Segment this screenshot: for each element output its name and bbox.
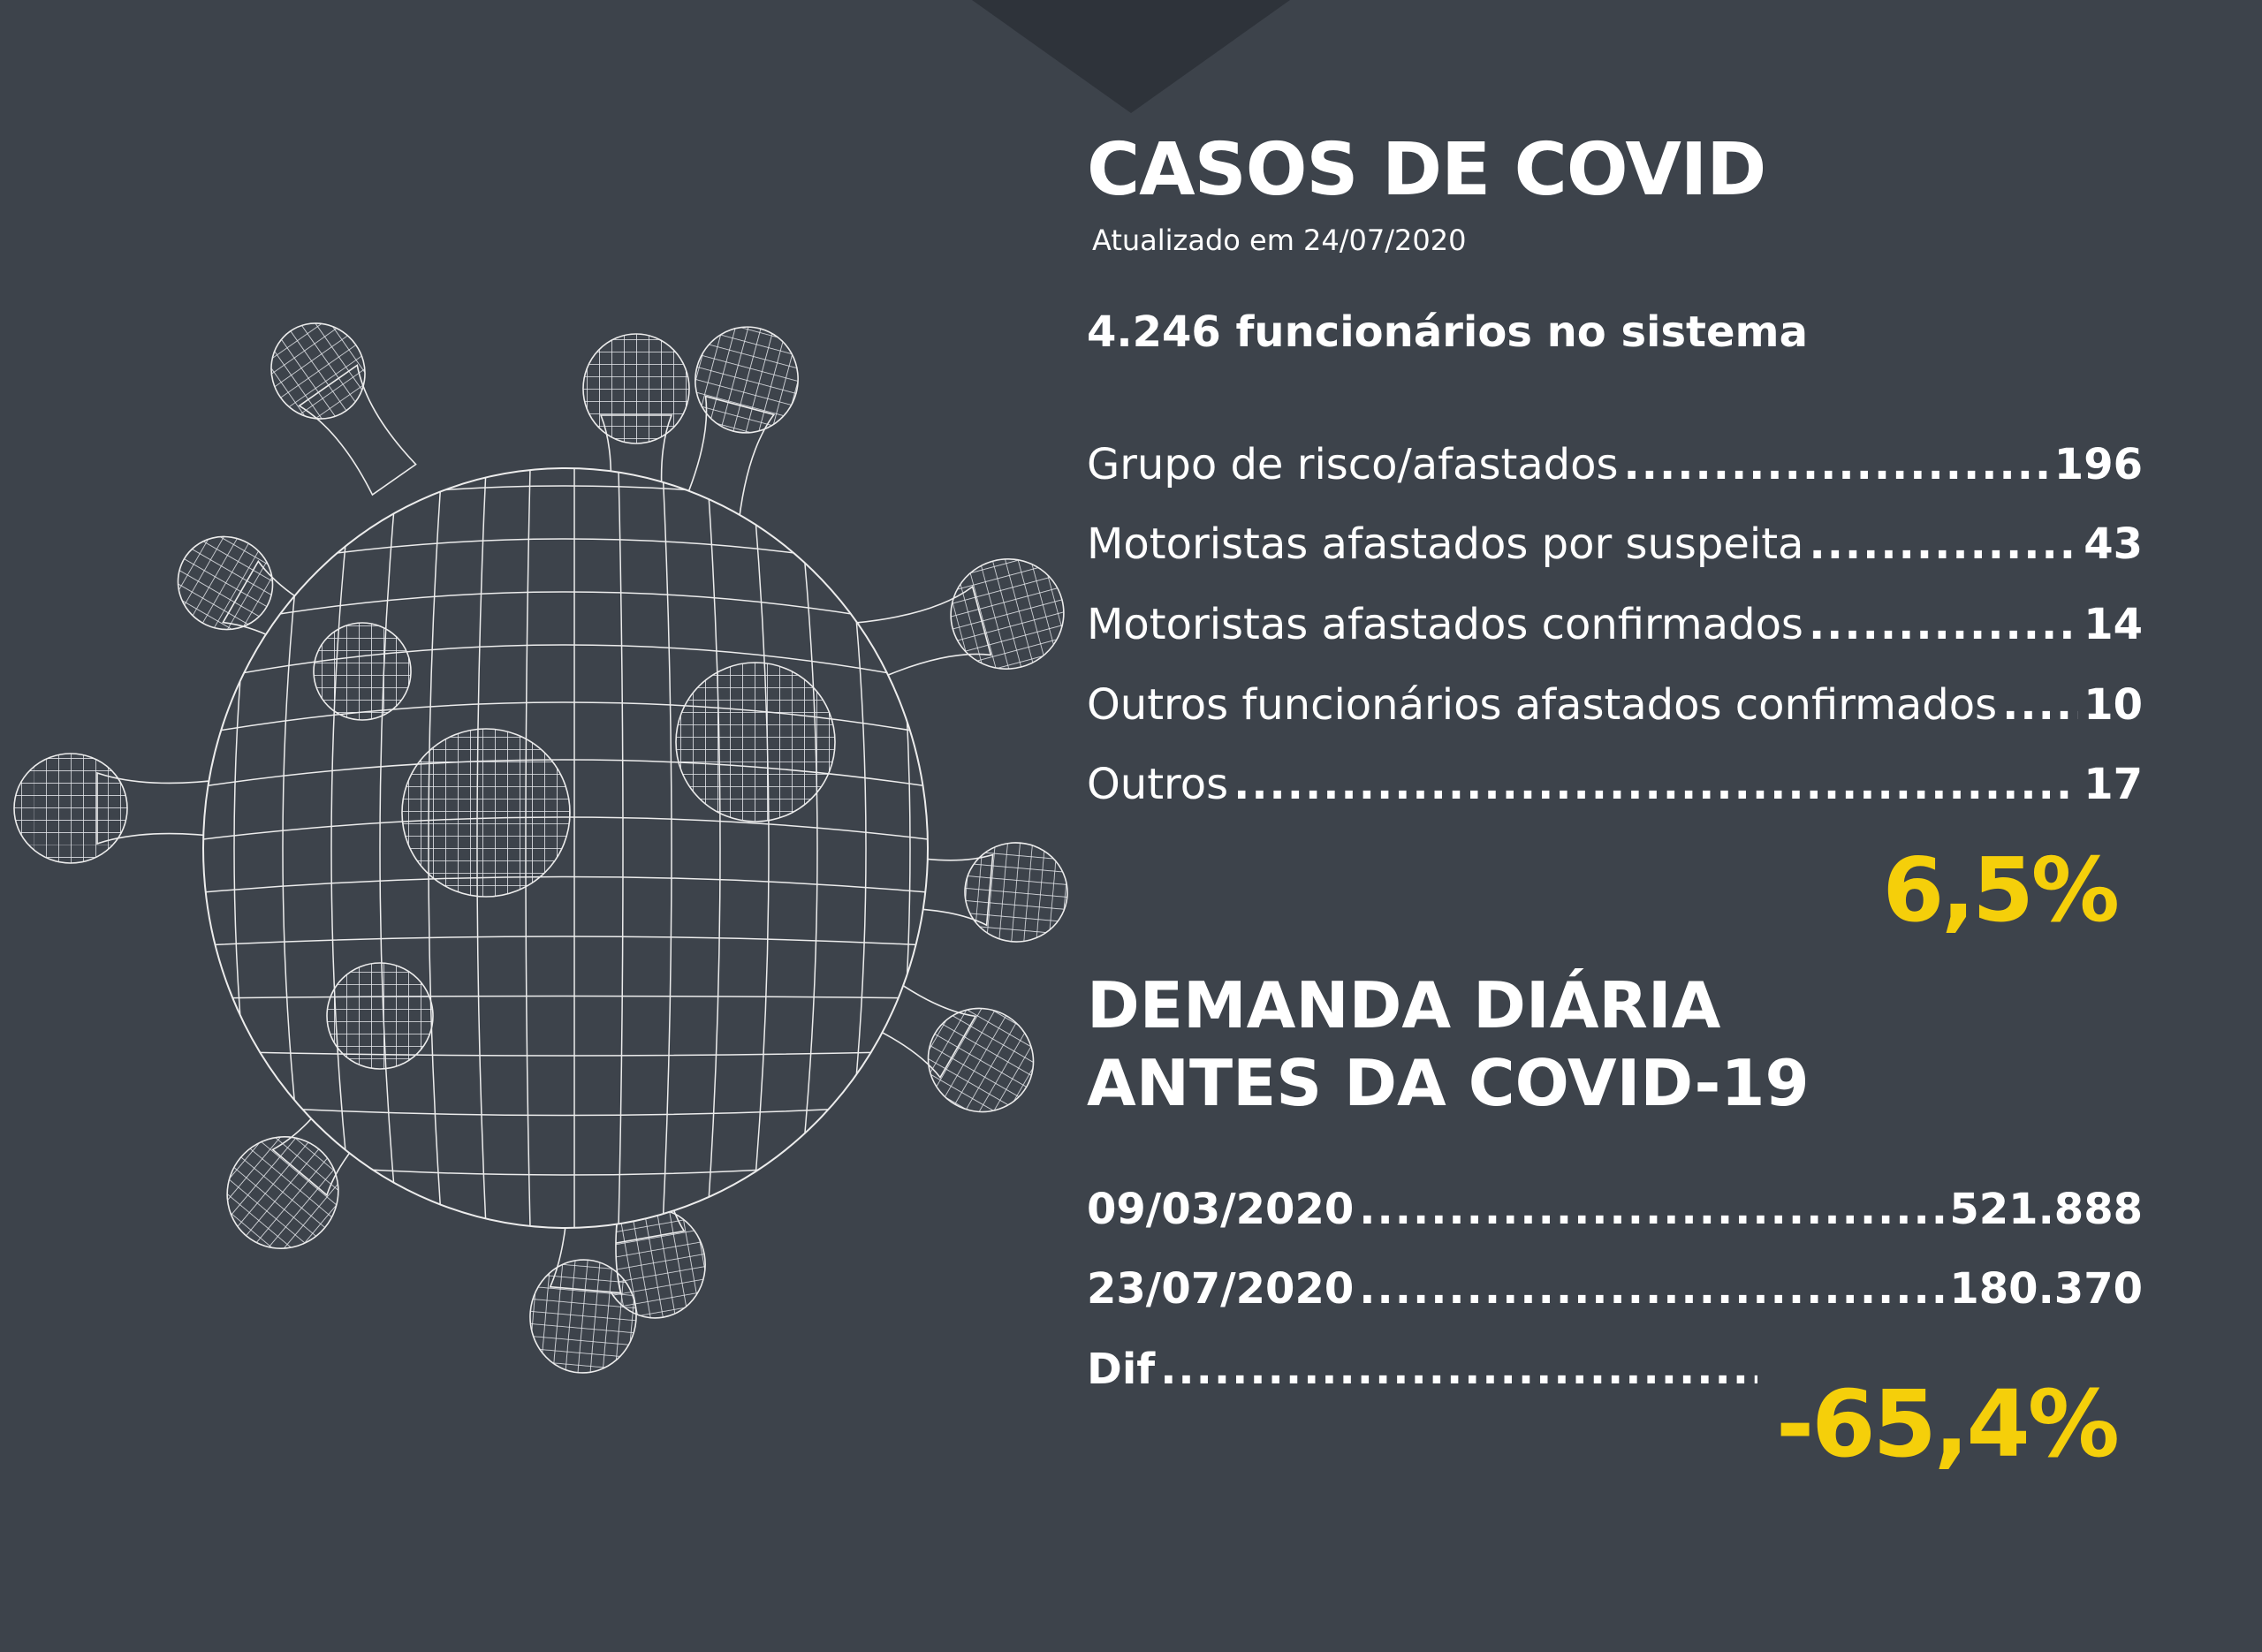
dot-leader — [1233, 760, 2078, 809]
cases-row: Motoristas afastados confirmados 14 — [1087, 600, 2143, 656]
coronavirus-illustration — [0, 292, 1087, 1405]
row-label: Motoristas afastados por suspeita — [1087, 519, 1804, 569]
dot-leader — [2002, 680, 2078, 730]
top-notch-decoration — [972, 0, 1290, 113]
row-value: 14 — [2084, 600, 2143, 649]
cases-row: Grupo de risco/afastados 196 — [1087, 440, 2143, 496]
dot-leader — [1359, 1264, 1944, 1314]
row-label: 23/07/2020 — [1087, 1264, 1355, 1314]
dot-leader — [1809, 600, 2078, 649]
cases-row: Outros funcionários afastados confirmado… — [1087, 680, 2143, 737]
row-value: 17 — [2084, 760, 2143, 809]
dot-leader — [1359, 1185, 1944, 1234]
row-label: 09/03/2020 — [1087, 1185, 1355, 1234]
demand-row: 09/03/2020 521.888 — [1087, 1185, 2143, 1241]
demand-percentage: -65,4% — [1776, 1370, 2120, 1478]
row-value: 196 — [2053, 440, 2143, 489]
updated-date: Atualizado em 24/07/2020 — [1092, 224, 1467, 257]
demand-title-line1: DEMANDA DIÁRIA — [1087, 968, 1721, 1042]
row-value: 180.370 — [1949, 1264, 2143, 1314]
cases-row: Motoristas afastados por suspeita 43 — [1087, 519, 2143, 576]
row-value: 521.888 — [1949, 1185, 2143, 1234]
demand-row: 23/07/2020 180.370 — [1087, 1264, 2143, 1321]
cases-row: Outros 17 — [1087, 760, 2143, 816]
employees-count: 4.246 funcionários no sistema — [1087, 307, 1808, 357]
demand-title-line2: ANTES DA COVID-19 — [1087, 1046, 1810, 1120]
cases-percentage: 6,5% — [1882, 838, 2120, 942]
row-label: Motoristas afastados confirmados — [1087, 600, 1803, 649]
cases-title: CASOS DE COVID — [1087, 128, 1766, 212]
dot-leader — [1809, 519, 2078, 569]
row-label: Outros — [1087, 760, 1229, 809]
row-label: Dif — [1087, 1345, 1156, 1394]
row-label: Grupo de risco/afastados — [1087, 440, 1619, 489]
row-value: 10 — [2084, 680, 2143, 730]
row-value: 43 — [2084, 519, 2143, 569]
dot-leader — [1624, 440, 2049, 489]
row-label: Outros funcionários afastados confirmado… — [1087, 680, 1998, 730]
demand-row: Dif — [1087, 1345, 1763, 1401]
dot-leader — [1160, 1345, 1757, 1394]
